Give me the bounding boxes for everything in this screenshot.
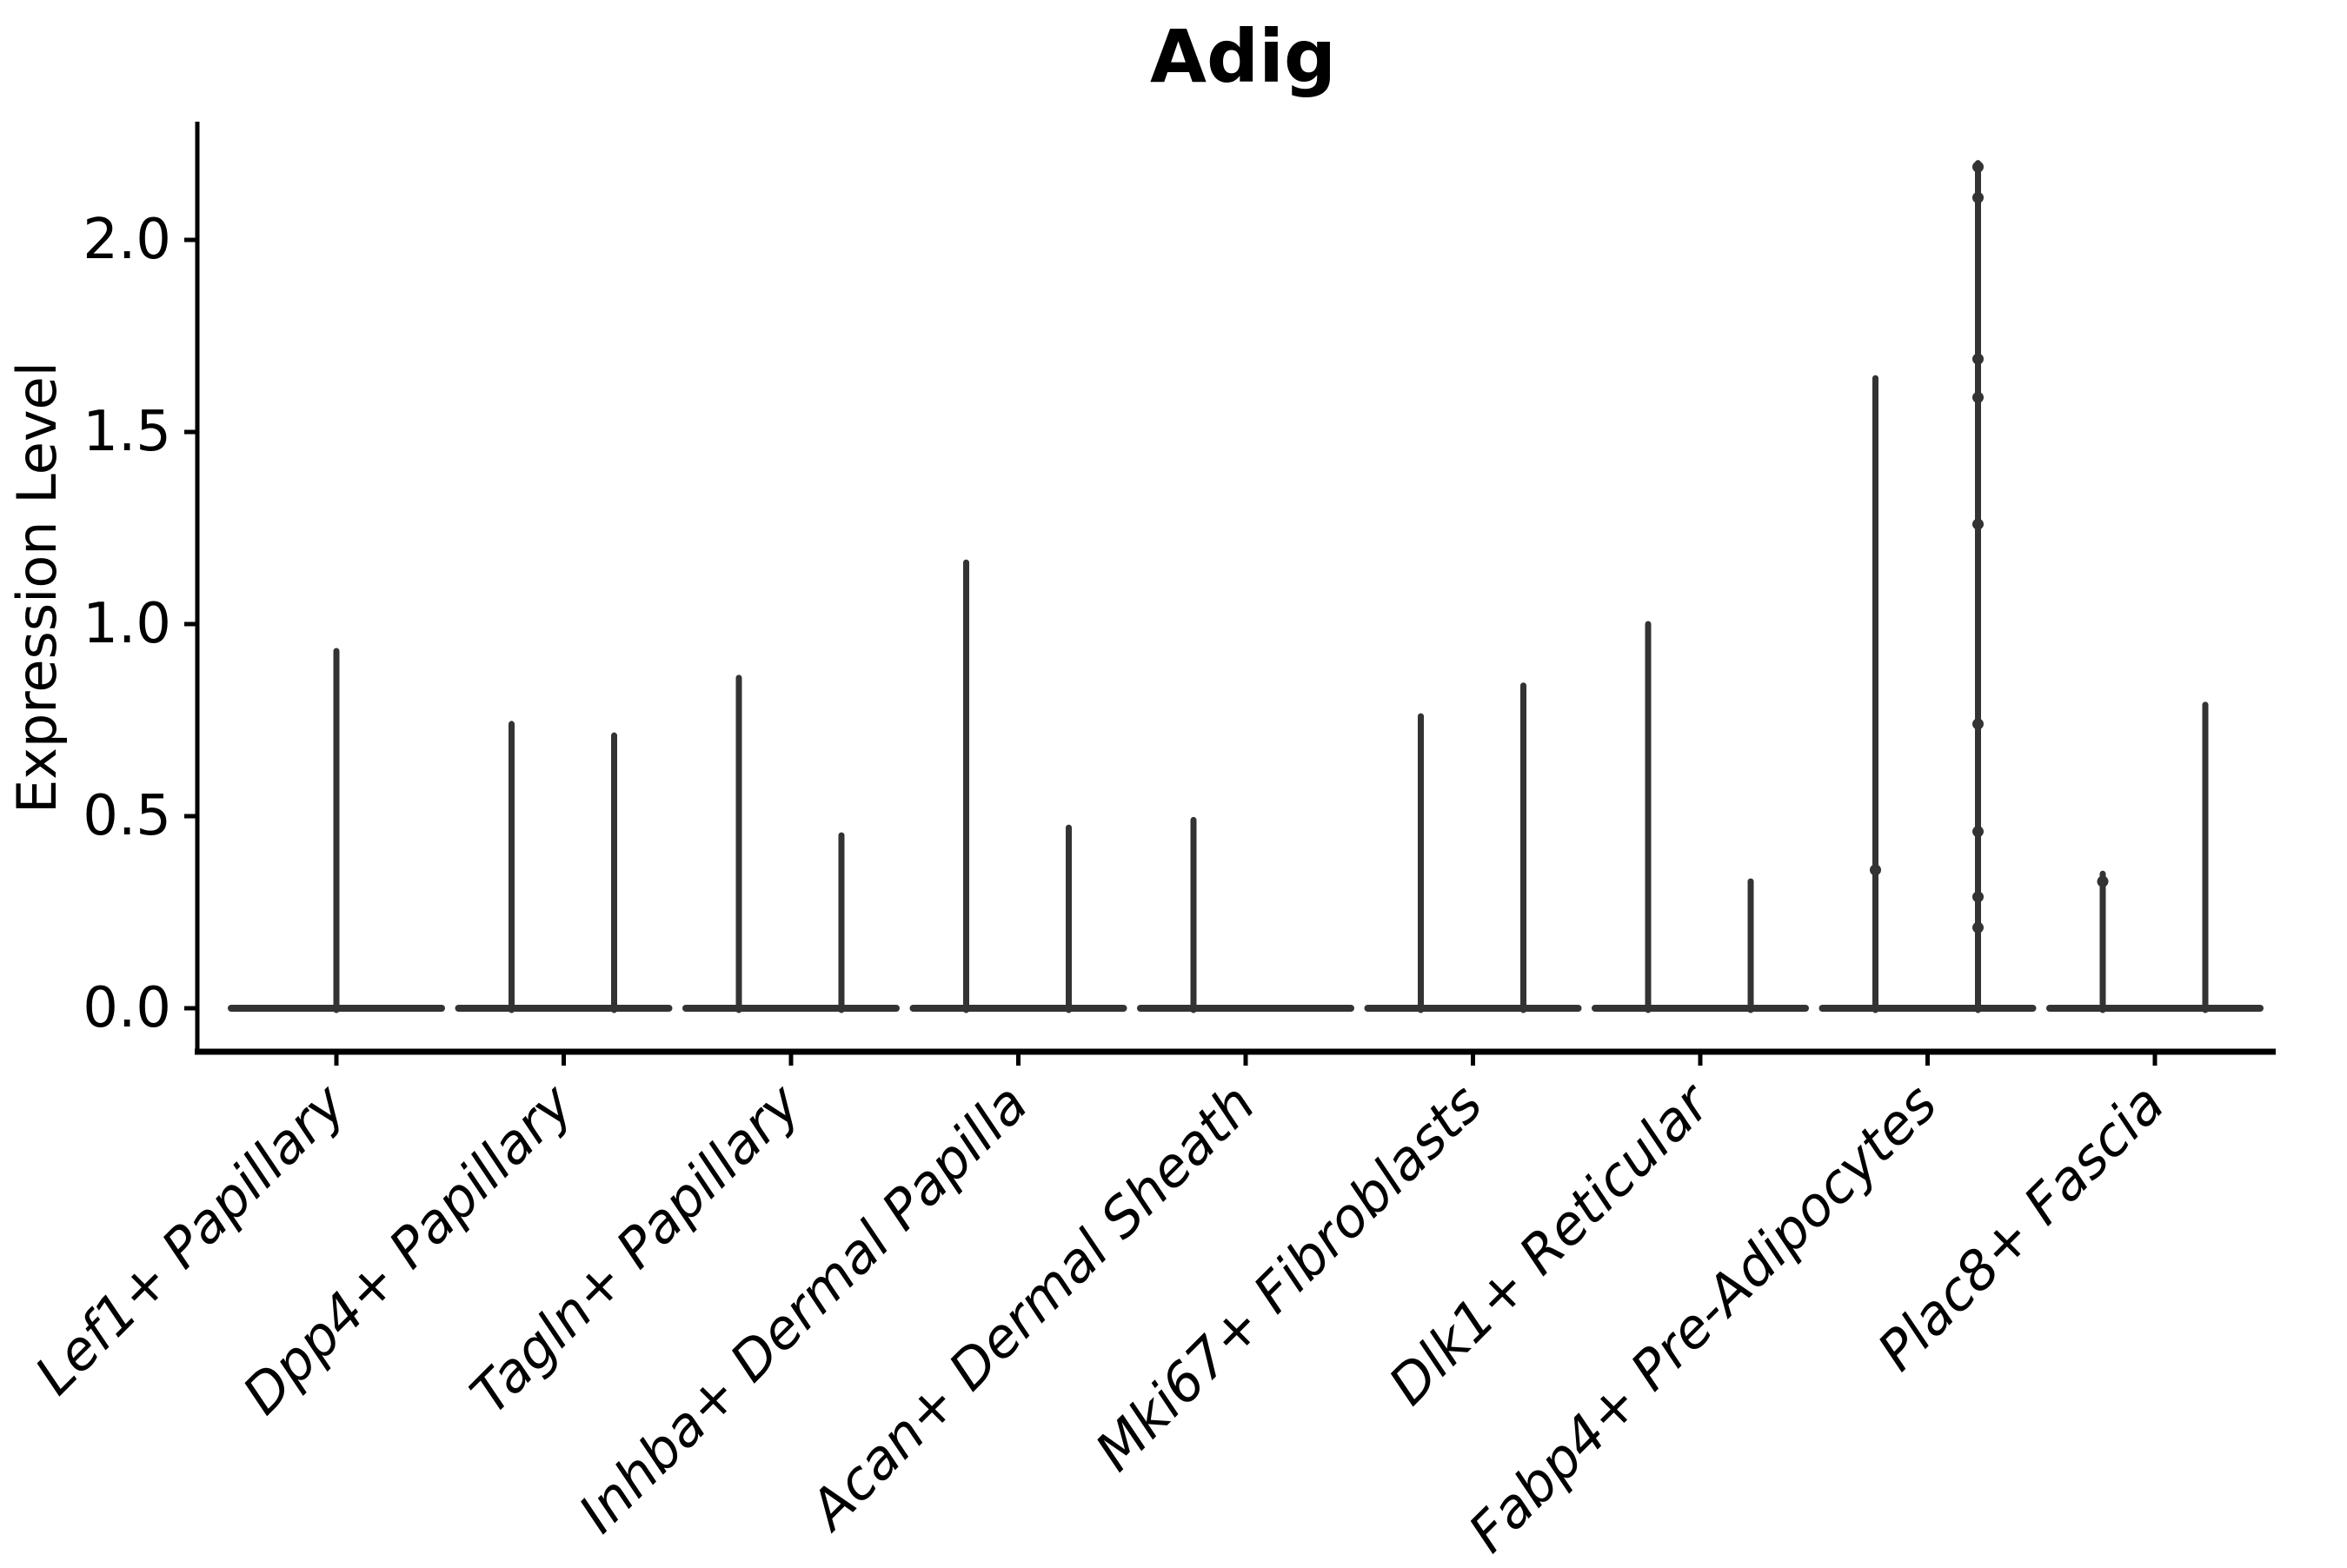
jitter-point	[1972, 161, 1984, 173]
x-tick-label: Inhba+ Dermal Papilla	[567, 1072, 1040, 1545]
x-tick-label: Acan+ Dermal Sheath	[795, 1072, 1267, 1544]
jitter-point	[1972, 891, 1984, 903]
jitter-point	[2097, 875, 2109, 887]
y-tick-label: 1.5	[83, 400, 171, 464]
chart-title: Adig	[1150, 14, 1336, 99]
jitter-point	[1972, 718, 1984, 730]
y-tick-label: 2.0	[83, 208, 171, 272]
jitter-point	[1972, 921, 1984, 933]
y-tick-label: 0.5	[83, 784, 171, 848]
x-tick-label: Mki67+ Fibroblasts	[1083, 1072, 1494, 1483]
violins-layer	[228, 160, 2264, 1013]
y-tick-label: 1.0	[83, 592, 171, 656]
jitter-point	[1870, 864, 1881, 876]
jitter-point	[1972, 518, 1984, 530]
x-tick-label: Fabp4+ Pre-Adipocytes	[1456, 1072, 1949, 1565]
y-axis-label: Expression Level	[5, 362, 69, 814]
jitter-point	[1972, 391, 1984, 403]
jitter-point	[1972, 826, 1984, 838]
jitter-point	[1972, 191, 1984, 203]
y-tick-label: 0.0	[83, 976, 171, 1040]
jitter-point	[1972, 353, 1984, 365]
